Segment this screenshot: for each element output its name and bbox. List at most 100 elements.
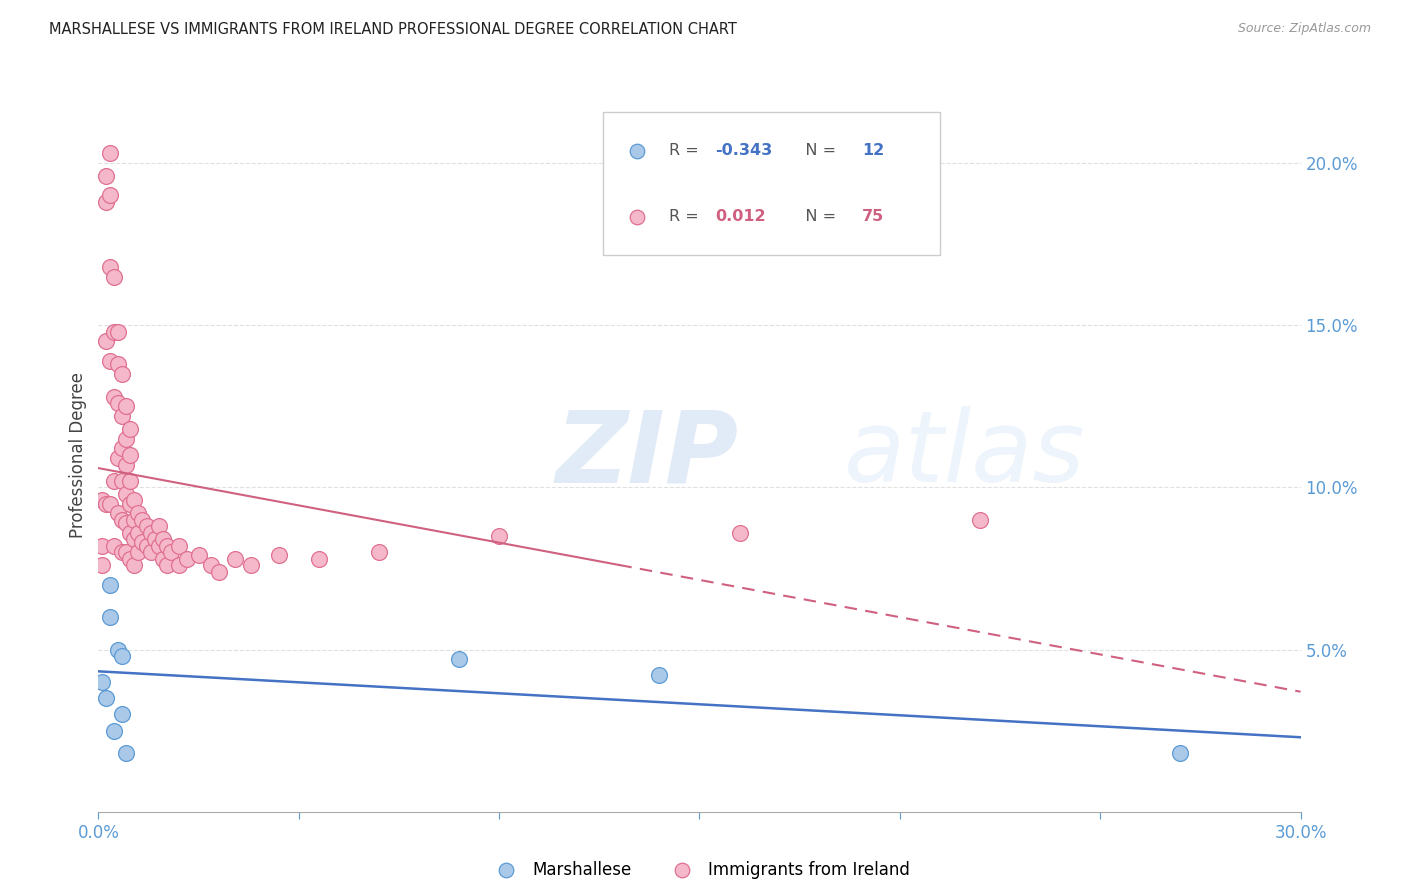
- Point: [91, 493, 114, 508]
- Point: [115, 487, 138, 501]
- Point: [124, 558, 146, 573]
- Text: atlas: atlas: [844, 407, 1085, 503]
- Text: R =: R =: [669, 209, 710, 224]
- Point: [100, 260, 122, 274]
- Point: [167, 539, 190, 553]
- Point: [124, 533, 146, 547]
- Point: [107, 506, 129, 520]
- Point: [120, 422, 142, 436]
- Point: [120, 448, 142, 462]
- Point: [167, 558, 190, 573]
- Point: [96, 169, 118, 183]
- Point: [100, 577, 122, 591]
- Point: [103, 325, 125, 339]
- Point: [124, 513, 146, 527]
- Point: [239, 558, 262, 573]
- Point: [128, 545, 150, 559]
- FancyBboxPatch shape: [603, 112, 939, 255]
- Point: [728, 525, 751, 540]
- Point: [103, 539, 125, 553]
- Point: [152, 533, 174, 547]
- Point: [91, 675, 114, 690]
- Point: [107, 396, 129, 410]
- Point: [111, 442, 134, 456]
- Y-axis label: Professional Degree: Professional Degree: [69, 372, 87, 538]
- Point: [107, 451, 129, 466]
- Point: [100, 146, 122, 161]
- Text: -0.343: -0.343: [716, 144, 772, 159]
- Point: [103, 390, 125, 404]
- Point: [1170, 747, 1192, 761]
- Point: [120, 497, 142, 511]
- Point: [148, 539, 170, 553]
- Point: [488, 529, 510, 543]
- Point: [115, 545, 138, 559]
- Point: [100, 354, 122, 368]
- Point: [96, 691, 118, 706]
- Point: [115, 432, 138, 446]
- Point: [96, 497, 118, 511]
- Point: [111, 409, 134, 423]
- Point: [91, 558, 114, 573]
- Point: [107, 357, 129, 371]
- Point: [111, 474, 134, 488]
- Point: [96, 334, 118, 349]
- Point: [103, 723, 125, 738]
- Text: 75: 75: [862, 209, 884, 224]
- Point: [148, 519, 170, 533]
- Point: [120, 551, 142, 566]
- Point: [115, 458, 138, 472]
- Text: 0.012: 0.012: [716, 209, 766, 224]
- Point: [107, 642, 129, 657]
- Point: [120, 525, 142, 540]
- Point: [111, 648, 134, 663]
- Point: [100, 188, 122, 202]
- Point: [128, 525, 150, 540]
- Point: [267, 549, 290, 563]
- Point: [111, 367, 134, 381]
- Point: [100, 497, 122, 511]
- Text: N =: N =: [790, 209, 841, 224]
- Point: [96, 194, 118, 209]
- Point: [368, 545, 391, 559]
- Point: [115, 747, 138, 761]
- Point: [648, 668, 671, 682]
- Point: [115, 399, 138, 413]
- Point: [187, 549, 209, 563]
- Point: [124, 493, 146, 508]
- Point: [135, 539, 157, 553]
- Point: [107, 325, 129, 339]
- Point: [155, 539, 177, 553]
- Point: [152, 551, 174, 566]
- Text: ZIP: ZIP: [555, 407, 738, 503]
- Point: [200, 558, 222, 573]
- Point: [131, 513, 153, 527]
- Point: [176, 551, 198, 566]
- Text: 12: 12: [862, 144, 884, 159]
- Point: [139, 545, 162, 559]
- Point: [103, 474, 125, 488]
- Point: [111, 513, 134, 527]
- Point: [120, 474, 142, 488]
- Point: [111, 545, 134, 559]
- Point: [969, 513, 991, 527]
- Point: [128, 506, 150, 520]
- Text: N =: N =: [790, 144, 841, 159]
- Point: [143, 533, 166, 547]
- Point: [91, 539, 114, 553]
- Point: [103, 269, 125, 284]
- Point: [224, 551, 246, 566]
- Point: [447, 652, 470, 666]
- Text: R =: R =: [669, 144, 704, 159]
- Point: [131, 535, 153, 549]
- Legend: Marshallese, Immigrants from Ireland: Marshallese, Immigrants from Ireland: [482, 855, 917, 886]
- Point: [155, 558, 177, 573]
- Text: MARSHALLESE VS IMMIGRANTS FROM IRELAND PROFESSIONAL DEGREE CORRELATION CHART: MARSHALLESE VS IMMIGRANTS FROM IRELAND P…: [49, 22, 737, 37]
- Point: [139, 525, 162, 540]
- Point: [135, 519, 157, 533]
- Point: [111, 707, 134, 722]
- Point: [159, 545, 181, 559]
- Point: [208, 565, 231, 579]
- Point: [115, 516, 138, 530]
- Point: [308, 551, 330, 566]
